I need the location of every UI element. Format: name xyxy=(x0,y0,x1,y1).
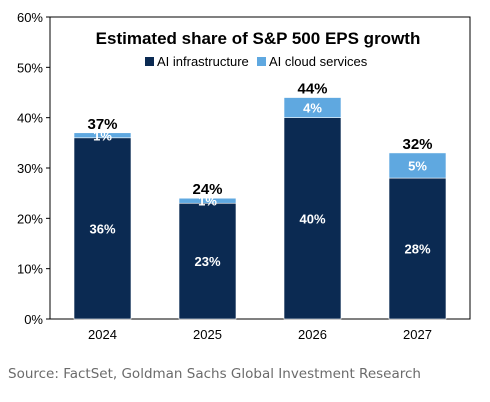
bar-total-label: 44% xyxy=(297,81,327,98)
bar-total-label: 32% xyxy=(402,136,432,153)
x-axis: 2024 2025 2026 2027 xyxy=(88,327,432,342)
y-tick-label: 20% xyxy=(17,211,43,226)
x-tick-label: 2024 xyxy=(88,327,117,342)
bar-total-label: 24% xyxy=(192,181,222,198)
bar-ai-cloud-services-2024 xyxy=(73,132,132,139)
chart: 0%10%20%30%40%50%60% 36%1%37%23%1%24%40%… xyxy=(17,10,471,342)
y-axis: 0% 10% 20% 30% 40% 50% 60% xyxy=(17,10,50,327)
y-tick-label: 40% xyxy=(17,111,43,126)
y-tick-label: 60% xyxy=(17,10,43,25)
legend-label-ai-cloud-services: AI cloud services xyxy=(269,54,368,69)
y-tick-label: 30% xyxy=(17,161,43,176)
bar-value-label: 1% xyxy=(93,128,112,143)
bar-ai-infrastructure-2024 xyxy=(73,137,132,320)
bar-value-label: 5% xyxy=(408,158,427,173)
chart-title: Estimated share of S&P 500 EPS growth xyxy=(96,29,421,48)
legend-swatch-ai-infrastructure xyxy=(145,57,154,66)
bar-value-label: 36% xyxy=(89,221,115,236)
bar-ai-cloud-services-2025 xyxy=(178,197,237,204)
bar-value-label: 28% xyxy=(404,242,430,257)
x-tick-label: 2025 xyxy=(193,327,222,342)
bar-value-label: 23% xyxy=(194,254,220,269)
bar-ai-infrastructure-2026 xyxy=(283,117,342,320)
y-tick-label: 0% xyxy=(24,312,43,327)
bar-value-label: 4% xyxy=(303,101,322,116)
x-tick-label: 2026 xyxy=(298,327,327,342)
legend: AI infrastructure AI cloud services xyxy=(145,54,368,69)
legend-swatch-ai-cloud-services xyxy=(257,57,266,66)
y-tick-label: 10% xyxy=(17,262,43,277)
source-note: Source: FactSet, Goldman Sachs Global In… xyxy=(8,366,421,382)
bar-ai-infrastructure-2027 xyxy=(388,177,447,320)
bars: 36%1%37%23%1%24%40%4%44%28%5%32% xyxy=(73,81,447,320)
bar-total-label: 37% xyxy=(87,116,117,133)
bar-value-label: 40% xyxy=(299,211,325,226)
x-tick-label: 2027 xyxy=(403,327,432,342)
bar-ai-cloud-services-2027 xyxy=(388,152,447,179)
bar-value-label: 1% xyxy=(198,194,217,209)
y-tick-label: 50% xyxy=(17,60,43,75)
bar-ai-cloud-services-2026 xyxy=(283,97,342,118)
legend-label-ai-infrastructure: AI infrastructure xyxy=(157,54,249,69)
